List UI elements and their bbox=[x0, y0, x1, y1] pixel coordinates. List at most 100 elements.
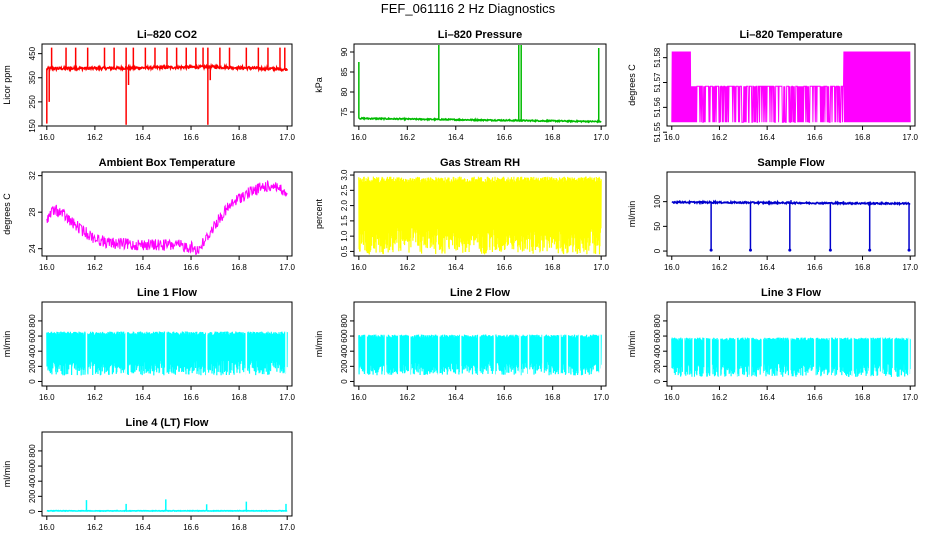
data-line bbox=[358, 116, 602, 124]
x-tick-label: 16.4 bbox=[759, 393, 775, 402]
x-tick-label: 16.0 bbox=[351, 263, 367, 272]
series-line1 bbox=[46, 331, 288, 376]
x-tick-label: 17.0 bbox=[593, 393, 609, 402]
x-tick-label: 16.6 bbox=[807, 393, 823, 402]
x-tick-label: 16.0 bbox=[39, 133, 55, 142]
x-tick-label: 17.0 bbox=[279, 523, 295, 532]
chart-sample_flow: Sample Flow ml/min 16.0 16.2 16.4 16.6 16.8 17.… bbox=[627, 157, 919, 272]
y-tick-label: 51.55 bbox=[653, 122, 662, 143]
plot-frame bbox=[666, 301, 916, 387]
x-tick-label: 16.4 bbox=[448, 263, 464, 272]
chart-line4: Line 4 (LT) Flow ml/min 16.0 16.2 16.4 16.6 16… bbox=[2, 417, 296, 532]
x-tick-label: 16.2 bbox=[400, 263, 416, 272]
x-tick-label: 16.0 bbox=[39, 263, 55, 272]
y-tick-label: 24 bbox=[28, 244, 37, 253]
x-tick-label: 17.0 bbox=[279, 133, 295, 142]
chart-title: Ambient Box Temperature bbox=[99, 157, 236, 169]
y-tick-label: 2.5 bbox=[340, 184, 349, 196]
y-tick-label: 0 bbox=[653, 248, 662, 253]
y-tick-label: 600 bbox=[28, 459, 37, 473]
data-line bbox=[46, 180, 288, 255]
page-title: FEF_061116 2 Hz Diagnostics bbox=[380, 1, 556, 16]
y-tick-label: 90 bbox=[340, 47, 349, 56]
x-tick-label: 16.6 bbox=[183, 523, 199, 532]
y-tick-label: 0 bbox=[340, 379, 349, 384]
plot-frame bbox=[41, 171, 293, 257]
x-tick-label: 16.0 bbox=[664, 393, 680, 402]
x-tick-label: 16.8 bbox=[855, 263, 871, 272]
y-axis-label: Licor ppm bbox=[2, 65, 12, 105]
x-tick-label: 16.4 bbox=[135, 133, 151, 142]
x-tick-label: 16.4 bbox=[135, 393, 151, 402]
x-tick-label: 16.4 bbox=[759, 263, 775, 272]
y-axis-label: degrees C bbox=[627, 64, 637, 106]
y-tick-label: 1.0 bbox=[340, 230, 349, 242]
x-tick-label: 16.4 bbox=[135, 523, 151, 532]
x-tick-label: 16.0 bbox=[39, 393, 55, 402]
y-tick-label: 2.0 bbox=[340, 199, 349, 211]
series-line3 bbox=[671, 337, 911, 377]
y-tick-label: 51.58 bbox=[653, 47, 662, 68]
series-pressure bbox=[358, 45, 602, 124]
y-tick-label: 80 bbox=[340, 87, 349, 96]
x-tick-label: 17.0 bbox=[279, 393, 295, 402]
chart-title: Gas Stream RH bbox=[440, 157, 520, 169]
y-axis-label: ml/min bbox=[627, 331, 637, 358]
x-tick-label: 16.8 bbox=[231, 393, 247, 402]
x-tick-label: 16.2 bbox=[712, 263, 728, 272]
x-tick-label: 16.4 bbox=[759, 133, 775, 142]
y-axis-label: ml/min bbox=[314, 331, 324, 358]
x-tick-label: 17.0 bbox=[902, 393, 918, 402]
y-tick-label: 75 bbox=[340, 107, 349, 116]
y-tick-label: 50 bbox=[653, 221, 662, 230]
y-tick-label: 28 bbox=[28, 207, 37, 216]
y-tick-label: 150 bbox=[28, 119, 37, 133]
y-tick-label: 350 bbox=[28, 71, 37, 85]
x-tick-label: 16.0 bbox=[664, 133, 680, 142]
chart-title: Line 1 Flow bbox=[137, 287, 197, 299]
chart-title: Line 2 Flow bbox=[450, 287, 510, 299]
series-line4 bbox=[46, 499, 288, 513]
plot-frame bbox=[353, 301, 607, 387]
y-tick-label: 200 bbox=[28, 489, 37, 503]
chart-title: Sample Flow bbox=[757, 157, 825, 169]
x-tick-label: 16.4 bbox=[448, 393, 464, 402]
x-tick-label: 16.2 bbox=[400, 393, 416, 402]
chart-rh: Gas Stream RH percent 16.0 16.2 16.4 16.6 16.8… bbox=[314, 157, 609, 272]
x-tick-label: 16.8 bbox=[545, 393, 561, 402]
series-sample_flow bbox=[671, 199, 911, 252]
y-tick-label: 51.56 bbox=[653, 97, 662, 118]
series-line2 bbox=[358, 334, 602, 376]
x-tick-label: 16.0 bbox=[351, 133, 367, 142]
y-axis-label: ml/min bbox=[2, 461, 12, 488]
x-tick-label: 16.8 bbox=[855, 393, 871, 402]
data-point bbox=[788, 248, 792, 252]
series-co2 bbox=[46, 47, 288, 125]
chart-title: Line 3 Flow bbox=[761, 287, 821, 299]
y-tick-label: 800 bbox=[653, 314, 662, 328]
x-tick-label: 16.2 bbox=[400, 133, 416, 142]
chart-line1: Line 1 Flow ml/min 16.0 16.2 16.4 16.6 16.8 17.… bbox=[2, 287, 296, 402]
y-tick-label: 200 bbox=[653, 359, 662, 373]
y-tick-label: 200 bbox=[28, 359, 37, 373]
plot-frame bbox=[353, 43, 607, 127]
series-licor_temp bbox=[671, 51, 911, 123]
chart-co2: Li–820 CO2 Licor ppm 16.0 16.2 16.4 16.6 16.8 1… bbox=[2, 29, 296, 142]
x-tick-label: 16.6 bbox=[496, 133, 512, 142]
y-tick-label: 400 bbox=[340, 344, 349, 358]
data-point bbox=[868, 248, 872, 252]
y-tick-label: 100 bbox=[653, 194, 662, 208]
x-tick-label: 16.8 bbox=[545, 133, 561, 142]
x-tick-label: 16.6 bbox=[496, 393, 512, 402]
chart-box_temp: Ambient Box Temperature degrees C 16.0 16.2… bbox=[2, 157, 296, 272]
x-tick-label: 16.6 bbox=[183, 263, 199, 272]
x-tick-label: 16.6 bbox=[807, 133, 823, 142]
y-axis-label: degrees C bbox=[2, 193, 12, 235]
y-tick-label: 600 bbox=[340, 329, 349, 343]
y-axis-label: ml/min bbox=[2, 331, 12, 358]
data-line bbox=[671, 337, 911, 377]
x-tick-label: 16.2 bbox=[87, 523, 103, 532]
x-tick-label: 16.0 bbox=[351, 393, 367, 402]
y-tick-label: 800 bbox=[340, 314, 349, 328]
